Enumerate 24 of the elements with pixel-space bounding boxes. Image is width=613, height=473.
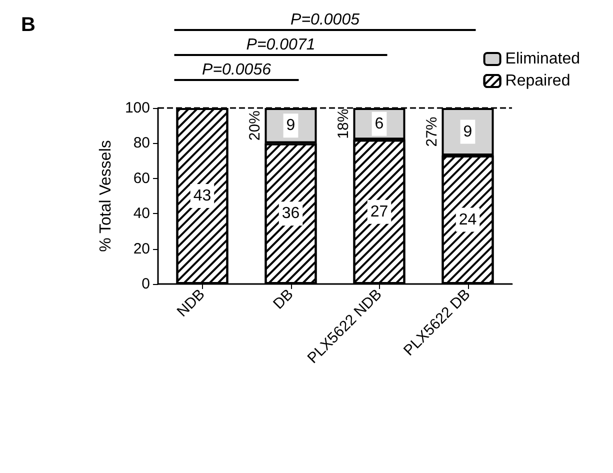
text: P=0.0056 xyxy=(202,62,272,78)
annotation: 36 xyxy=(282,205,300,222)
chart-title: B xyxy=(21,14,36,36)
y-tick-label: 0 xyxy=(142,276,150,292)
text: P=0.0071 xyxy=(246,36,316,54)
y-tick-label: 100 xyxy=(124,100,150,116)
y-tick-label: 80 xyxy=(133,134,150,152)
annotation: 27% xyxy=(423,116,440,147)
annotation: 9 xyxy=(463,123,472,140)
annotation: 24 xyxy=(458,211,477,228)
y-tick-label: 20 xyxy=(133,240,150,258)
legend-label: Eliminated xyxy=(505,50,580,68)
text: P=0.0005 xyxy=(290,12,360,28)
annotation: 18% xyxy=(334,108,352,139)
x-tick-label: DB xyxy=(270,286,297,313)
legend-label: Repaired xyxy=(505,72,570,90)
annotation: 43 xyxy=(193,188,212,204)
annotation: 20% xyxy=(246,110,264,141)
annotation: 9 xyxy=(286,117,296,134)
annotation: 6 xyxy=(374,115,384,132)
y-tick-label: 60 xyxy=(133,170,150,187)
y-axis-title: % Total Vessels xyxy=(98,140,115,252)
y-tick-label: 40 xyxy=(133,205,150,222)
annotation: 27 xyxy=(370,203,388,220)
